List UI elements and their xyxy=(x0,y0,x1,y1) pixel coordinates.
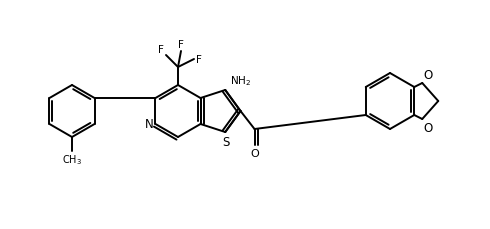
Text: NH$_2$: NH$_2$ xyxy=(230,74,251,87)
Text: N: N xyxy=(145,118,153,131)
Text: F: F xyxy=(158,45,164,55)
Text: O: O xyxy=(423,121,433,134)
Text: O: O xyxy=(423,69,433,82)
Text: F: F xyxy=(196,55,202,65)
Text: O: O xyxy=(250,148,259,158)
Text: S: S xyxy=(222,135,230,148)
Text: F: F xyxy=(178,40,184,50)
Text: CH$_3$: CH$_3$ xyxy=(62,152,82,166)
